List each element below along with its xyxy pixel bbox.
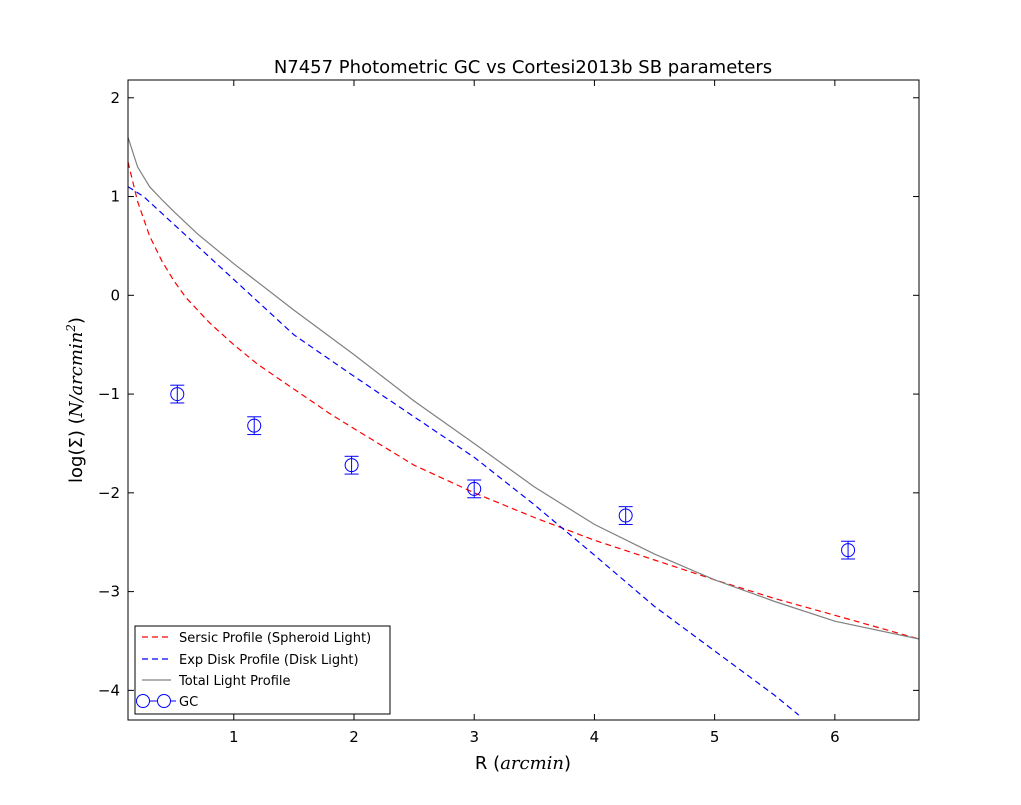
x-tick-label: 5 <box>710 728 720 746</box>
legend-gc-label: GC <box>179 695 198 710</box>
gc-point <box>618 506 633 525</box>
legend-total-label: Total Light Profile <box>178 674 291 689</box>
gc-point <box>467 479 482 499</box>
y-tick-label: 2 <box>110 89 120 107</box>
sersic-profile-line <box>128 161 919 640</box>
y-tick-label: −3 <box>98 583 120 601</box>
x-tick-label: 2 <box>349 728 359 746</box>
gc-data-points <box>170 384 856 560</box>
y-tick-label: −1 <box>98 385 120 403</box>
gc-point <box>170 384 185 404</box>
gc-marker <box>841 543 856 558</box>
gc-marker <box>170 387 185 402</box>
gc-point <box>344 455 359 475</box>
gc-marker <box>344 458 359 473</box>
legend-disk-label: Exp Disk Profile (Disk Light) <box>179 653 359 668</box>
x-tick-label: 3 <box>469 728 479 746</box>
plot-series <box>128 137 919 716</box>
y-tick-label: 0 <box>110 286 120 304</box>
legend-gc-swatch <box>136 694 176 708</box>
axis-ticks: 1 2 3 4 5 6 −4 −3 −2 −1 0 1 2 <box>98 80 919 746</box>
gc-marker <box>247 418 262 433</box>
x-axis-label: R (arcmin) <box>475 753 571 774</box>
chart-legend: Sersic Profile (Spheroid Light) Exp Disk… <box>134 625 391 715</box>
total-light-profile-line <box>128 137 919 640</box>
legend-gc-marker-left <box>136 694 150 708</box>
chart-title: N7457 Photometric GC vs Cortesi2013b SB … <box>274 57 772 78</box>
y-tick-label: −2 <box>98 484 120 502</box>
gc-marker <box>467 481 482 496</box>
plot-frame <box>127 79 920 721</box>
legend-sersic-label: Sersic Profile (Spheroid Light) <box>179 631 371 646</box>
legend-box <box>134 625 391 715</box>
x-tick-label: 4 <box>590 728 600 746</box>
x-tick-label: 6 <box>830 728 840 746</box>
y-tick-label: −4 <box>98 681 120 699</box>
gc-point <box>841 540 856 560</box>
x-tick-label: 1 <box>229 728 239 746</box>
legend-gc-marker-right <box>157 694 171 708</box>
y-axis-label: log(Σ) (N/arcmin2) <box>64 317 87 483</box>
y-tick-label: 1 <box>110 188 120 206</box>
gc-marker <box>618 508 633 523</box>
gc-point <box>247 416 262 436</box>
exp-disk-profile-line <box>128 186 800 716</box>
